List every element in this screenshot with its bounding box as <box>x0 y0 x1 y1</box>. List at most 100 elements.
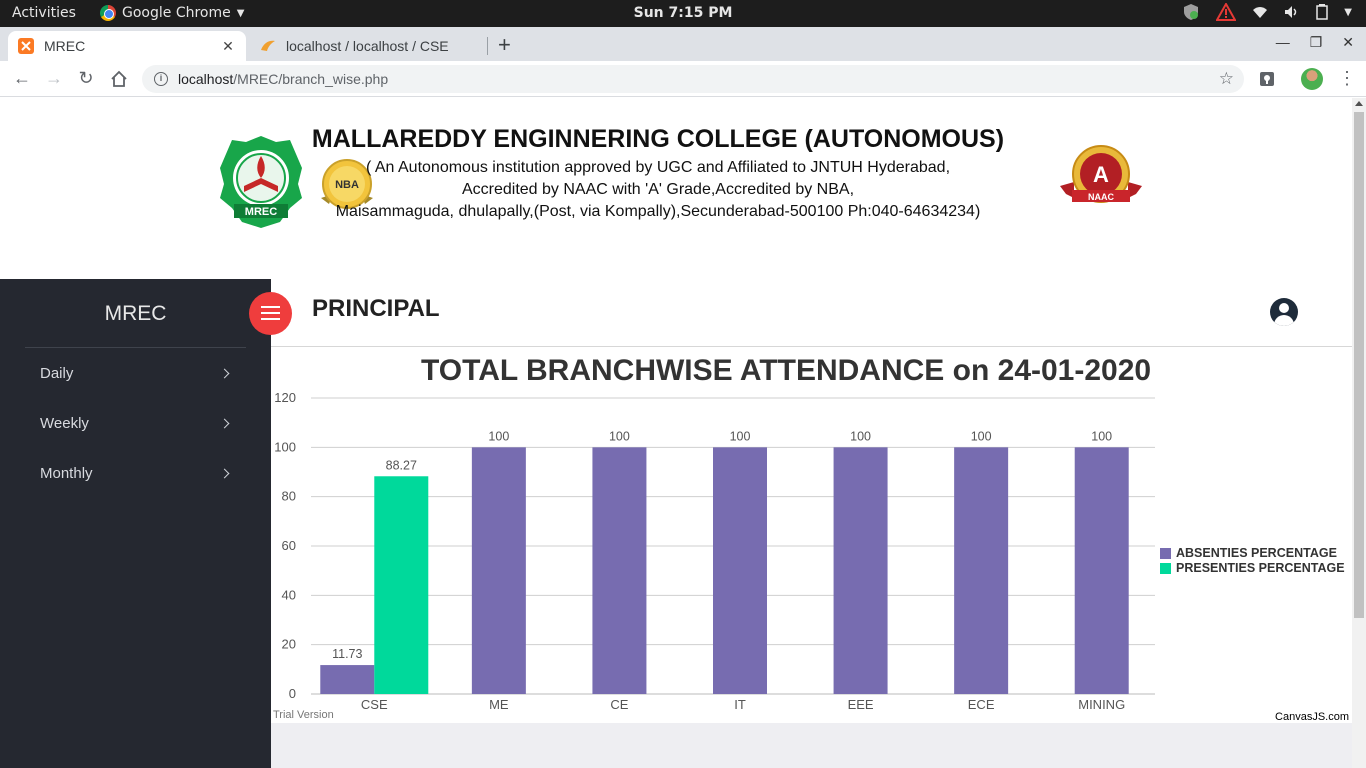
sidebar-brand[interactable]: MREC <box>104 302 167 325</box>
sidebar-item-weekly[interactable]: Weekly <box>40 411 232 435</box>
x-tick-label: EEE <box>848 697 874 712</box>
bar-data-label: 100 <box>1091 429 1112 443</box>
close-tab-icon[interactable]: ✕ <box>222 37 234 54</box>
bar-data-label: 88.27 <box>386 458 417 472</box>
legend-label: ABSENTIES PERCENTAGE <box>1176 546 1337 560</box>
xampp-favicon-icon <box>18 38 34 54</box>
naac-logo: A NAAC <box>1060 145 1142 203</box>
page-scrollbar[interactable] <box>1352 98 1366 768</box>
x-tick-label: ME <box>489 697 509 712</box>
tab-title: localhost / localhost / CSE <box>286 38 449 54</box>
chevron-right-icon <box>219 368 230 378</box>
tab-mrec[interactable]: MREC ✕ <box>8 31 246 61</box>
college-header: MREC NBA MALLAREDDY ENGINNERING COLLEGE … <box>0 98 1352 279</box>
window-controls: — ❐ ✕ <box>1276 34 1354 51</box>
scroll-up-arrow-icon[interactable] <box>1355 101 1363 106</box>
chrome-icon <box>100 5 116 21</box>
url-host: localhost <box>178 71 234 87</box>
svg-text:A: A <box>1093 162 1109 187</box>
minimize-icon[interactable]: — <box>1275 34 1290 50</box>
sidebar-divider <box>25 347 246 348</box>
chart-title: TOTAL BRANCHWISE ATTENDANCE on 24-01-202… <box>421 354 1152 387</box>
address-bar[interactable]: i localhost/MREC/branch_wise.php ☆ <box>142 65 1244 93</box>
legend-swatch <box>1160 547 1171 559</box>
tab-phpmyadmin[interactable]: localhost / localhost / CSE <box>250 31 486 61</box>
forward-arrow-icon[interactable]: → <box>45 68 63 88</box>
shield-icon[interactable] <box>1182 3 1200 21</box>
college-subtitle-line2: Accredited by NAAC with 'A' Grade,Accred… <box>461 181 855 198</box>
maximize-icon[interactable]: ❐ <box>1309 34 1323 50</box>
legend-item-presenties[interactable]: PRESENTIES PERCENTAGE <box>1160 561 1345 575</box>
x-tick-label: MINING <box>1078 697 1125 712</box>
trial-version-label: Trial Version <box>273 709 334 721</box>
user-account-icon[interactable] <box>1270 298 1298 326</box>
chevron-right-icon <box>219 418 230 428</box>
y-tick-label: 80 <box>282 489 296 504</box>
bar-absenties-eee <box>833 447 888 694</box>
system-tray[interactable]: ▼ <box>1182 3 1352 21</box>
bar-data-label: 100 <box>488 429 509 443</box>
new-tab-plus-icon[interactable]: + <box>498 32 511 57</box>
home-icon[interactable] <box>108 70 130 88</box>
sidebar-item-label: Monthly <box>40 464 93 482</box>
tab-separator <box>487 37 488 55</box>
y-tick-label: 0 <box>289 686 296 701</box>
bar-absenties-it <box>713 447 767 694</box>
x-tick-label: CE <box>610 697 628 712</box>
close-window-icon[interactable]: ✕ <box>1342 34 1354 50</box>
bar-data-label: 100 <box>850 429 871 443</box>
y-tick-label: 40 <box>282 587 296 602</box>
svg-text:MREC: MREC <box>245 206 277 218</box>
sidebar-item-monthly[interactable]: Monthly <box>40 461 232 485</box>
sidebar-toggle-button[interactable] <box>249 292 292 335</box>
wifi-icon[interactable] <box>1252 5 1268 19</box>
legend-label: PRESENTIES PERCENTAGE <box>1176 561 1345 575</box>
reload-icon[interactable]: ↻ <box>78 68 94 88</box>
menu-kebab-icon[interactable]: ⋮ <box>1338 68 1356 88</box>
sidebar-item-label: Daily <box>40 364 74 382</box>
extension-icon[interactable] <box>1259 71 1275 87</box>
bar-absenties-ce <box>592 447 647 694</box>
profile-avatar[interactable] <box>1301 68 1323 90</box>
clock[interactable]: Sun 7:15 PM <box>633 5 733 21</box>
app-menu[interactable]: Google Chrome ▼ <box>100 5 244 21</box>
activities-button[interactable]: Activities <box>12 5 76 21</box>
sidebar-item-label: Weekly <box>40 414 89 432</box>
sidebar: MREC Daily Weekly Monthly <box>0 279 271 768</box>
bar-data-label: 100 <box>609 429 630 443</box>
y-tick-label: 60 <box>282 538 296 553</box>
nba-logo: NBA <box>321 159 373 209</box>
browser-tab-strip: MREC ✕ localhost / localhost / CSE + — ❐… <box>0 27 1366 61</box>
college-subtitle-line3: Maisammaguda, dhulapally,(Post, via Komp… <box>335 203 981 220</box>
y-tick-label: 100 <box>274 439 296 454</box>
content-header: PRINCIPAL <box>249 279 1352 347</box>
bar-absenties-mining <box>1074 447 1129 694</box>
info-icon[interactable]: i <box>154 72 168 86</box>
legend-item-absenties[interactable]: ABSENTIES PERCENTAGE <box>1160 546 1337 560</box>
sidebar-item-daily[interactable]: Daily <box>40 361 232 385</box>
warning-icon[interactable] <box>1216 3 1237 21</box>
y-tick-label: 120 <box>274 390 296 405</box>
page: MREC NBA MALLAREDDY ENGINNERING COLLEGE … <box>0 98 1352 768</box>
scrollbar-thumb[interactable] <box>1354 112 1364 618</box>
os-top-bar: Activities Google Chrome ▼ Sun 7:15 PM ▼ <box>0 0 1366 27</box>
system-menu-caret-icon[interactable]: ▼ <box>1344 6 1352 18</box>
bar-absenties-me <box>471 447 526 694</box>
page-title: PRINCIPAL <box>312 295 440 322</box>
url-path: /MREC/branch_wise.php <box>233 71 389 87</box>
menu-icon <box>261 306 280 320</box>
caret-down-icon: ▼ <box>236 7 245 19</box>
back-arrow-icon[interactable]: ← <box>13 68 31 88</box>
volume-icon[interactable] <box>1284 5 1300 19</box>
college-subtitle-line1: ( An Autonomous institution approved by … <box>365 159 951 176</box>
college-title: MALLAREDDY ENGINNERING COLLEGE (AUTONOMO… <box>311 125 1005 153</box>
browser-toolbar: ← → ↻ i localhost/MREC/branch_wise.php ☆… <box>0 61 1366 97</box>
chevron-right-icon <box>219 468 230 478</box>
bar-data-label: 11.73 <box>332 647 362 661</box>
canvasjs-credit-link[interactable]: CanvasJS.com <box>1275 711 1349 723</box>
y-tick-label: 20 <box>282 637 296 652</box>
bar-data-label: 100 <box>971 429 992 443</box>
bookmark-star-icon[interactable]: ☆ <box>1218 69 1234 88</box>
battery-icon[interactable] <box>1316 4 1329 20</box>
chart-svg: 0 20 40 60 80 100 120 11.73 88.27 CSE 100 ME 100 CE 10… <box>274 390 1155 712</box>
